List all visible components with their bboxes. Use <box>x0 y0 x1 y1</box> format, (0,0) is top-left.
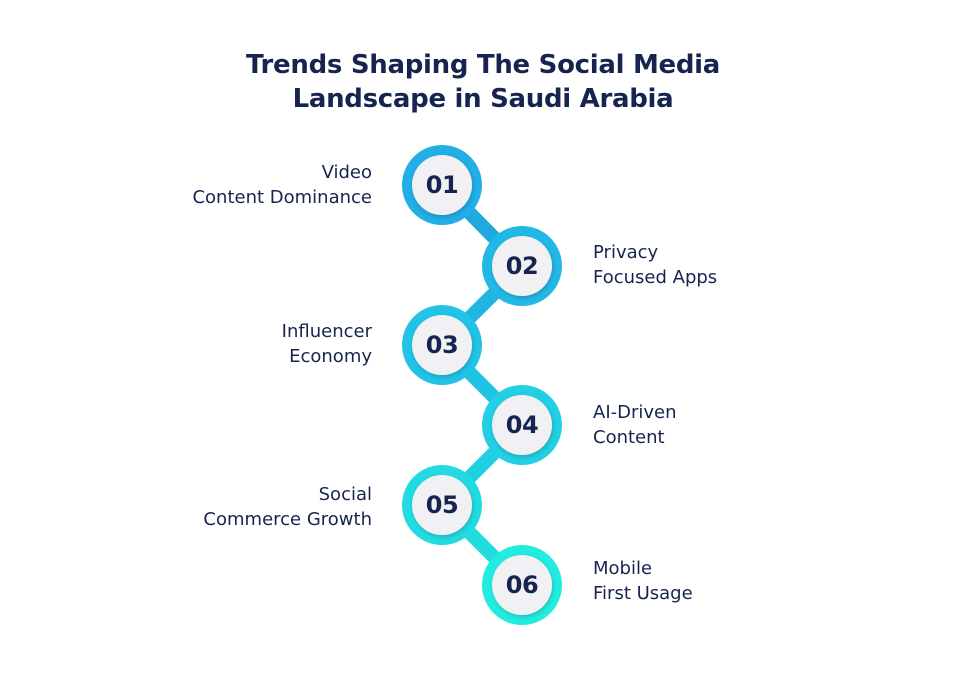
step-label-05-line1: Social <box>318 484 372 505</box>
step-label-03: Influencer Economy <box>282 319 372 369</box>
title-line-1: Trends Shaping The Social Media <box>245 50 721 80</box>
step-label-02: Privacy Focused Apps <box>593 240 717 290</box>
step-circle-02 <box>482 226 562 306</box>
step-label-02-line1: Privacy <box>593 242 659 263</box>
step-circle-06 <box>482 545 562 625</box>
title-line-2: Landscape in Saudi Arabia <box>292 84 674 114</box>
step-label-05: Social Commerce Growth <box>203 482 372 532</box>
step-number-03: 03 <box>425 331 459 359</box>
step-label-06-line1: Mobile <box>593 558 653 579</box>
step-label-03-line2: Economy <box>289 346 372 367</box>
step-label-01-line1: Video <box>321 162 372 183</box>
step-label-04: AI-Driven Content <box>593 400 677 450</box>
step-circle-04 <box>482 385 562 465</box>
page-title: Trends Shaping The Social Media Landscap… <box>0 48 966 116</box>
step-number-01: 01 <box>425 171 459 199</box>
step-number-05: 05 <box>425 491 459 519</box>
step-number-04: 04 <box>505 411 539 439</box>
step-label-04-line1: AI-Driven <box>593 402 677 423</box>
step-label-01: Video Content Dominance <box>192 160 372 210</box>
step-number-02: 02 <box>505 252 539 280</box>
step-label-06-line2: First Usage <box>593 583 693 604</box>
step-circle-01 <box>402 145 482 225</box>
step-label-02-line2: Focused Apps <box>593 267 718 288</box>
step-circle-03 <box>402 305 482 385</box>
step-number-06: 06 <box>505 571 539 599</box>
step-label-01-line2: Content Dominance <box>192 187 372 208</box>
step-label-03-line1: Influencer <box>281 321 372 342</box>
step-circle-05 <box>402 465 482 545</box>
step-label-06: Mobile First Usage <box>593 556 693 606</box>
step-label-04-line2: Content <box>593 427 665 448</box>
step-label-05-line2: Commerce Growth <box>203 509 372 530</box>
